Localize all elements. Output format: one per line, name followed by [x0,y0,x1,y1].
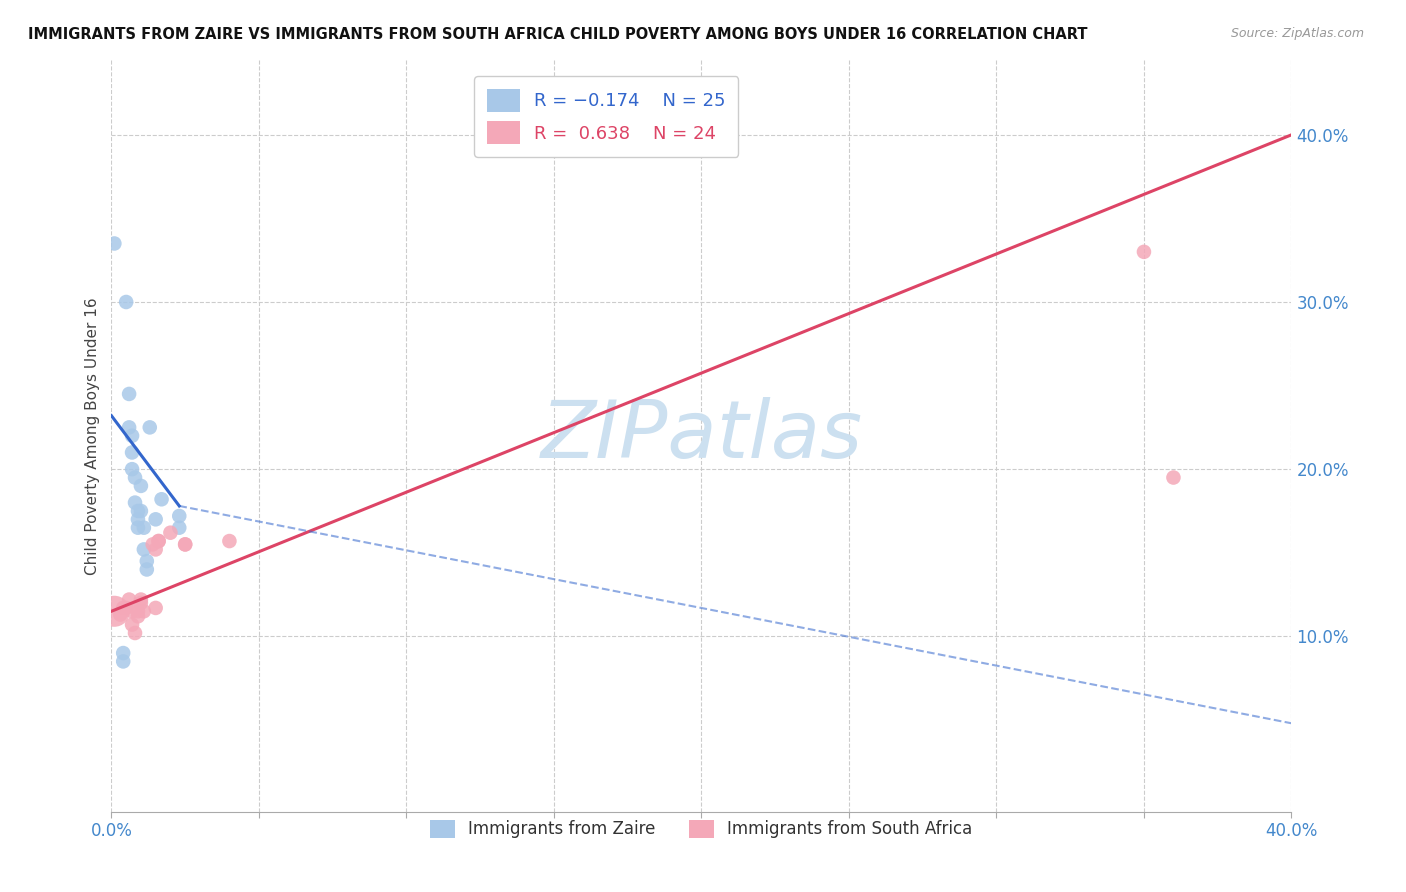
Point [167,508,190,523]
Point [159,525,181,540]
Point [1133,244,1156,259]
Legend: Immigrants from Zaire, Immigrants from South Africa: Immigrants from Zaire, Immigrants from S… [423,813,980,845]
Point [103,236,125,251]
Point [118,592,141,607]
Point [129,504,152,518]
Point [174,537,197,551]
Point [129,596,152,610]
Point [142,537,165,551]
Point [148,534,170,549]
Point [127,521,149,535]
Point [124,626,146,640]
Point [145,512,167,526]
Point [103,604,125,618]
Point [135,562,157,576]
Point [115,601,138,615]
Point [112,655,135,669]
Point [121,604,143,618]
Point [167,521,190,535]
Point [121,617,143,632]
Point [150,492,173,507]
Point [148,534,170,549]
Text: IMMIGRANTS FROM ZAIRE VS IMMIGRANTS FROM SOUTH AFRICA CHILD POVERTY AMONG BOYS U: IMMIGRANTS FROM ZAIRE VS IMMIGRANTS FROM… [28,27,1088,42]
Point [1163,470,1185,484]
Point [127,609,149,624]
Point [129,592,152,607]
Point [124,470,146,484]
Point [127,604,149,618]
Point [145,542,167,557]
Point [118,387,141,401]
Point [115,295,138,310]
Point [127,512,149,526]
Point [110,607,132,622]
Point [132,542,155,557]
Point [112,601,135,615]
Point [135,554,157,568]
Point [121,462,143,476]
Text: ZIPatlas: ZIPatlas [540,397,862,475]
Point [121,445,143,459]
Point [132,521,155,535]
Point [218,534,240,549]
Point [112,646,135,660]
Text: Source: ZipAtlas.com: Source: ZipAtlas.com [1230,27,1364,40]
Point [127,504,149,518]
Point [118,420,141,434]
Point [145,601,167,615]
Point [129,479,152,493]
Point [132,604,155,618]
Point [121,428,143,442]
Point [174,537,197,551]
Point [139,420,162,434]
Point [124,495,146,509]
Y-axis label: Child Poverty Among Boys Under 16: Child Poverty Among Boys Under 16 [86,297,100,574]
